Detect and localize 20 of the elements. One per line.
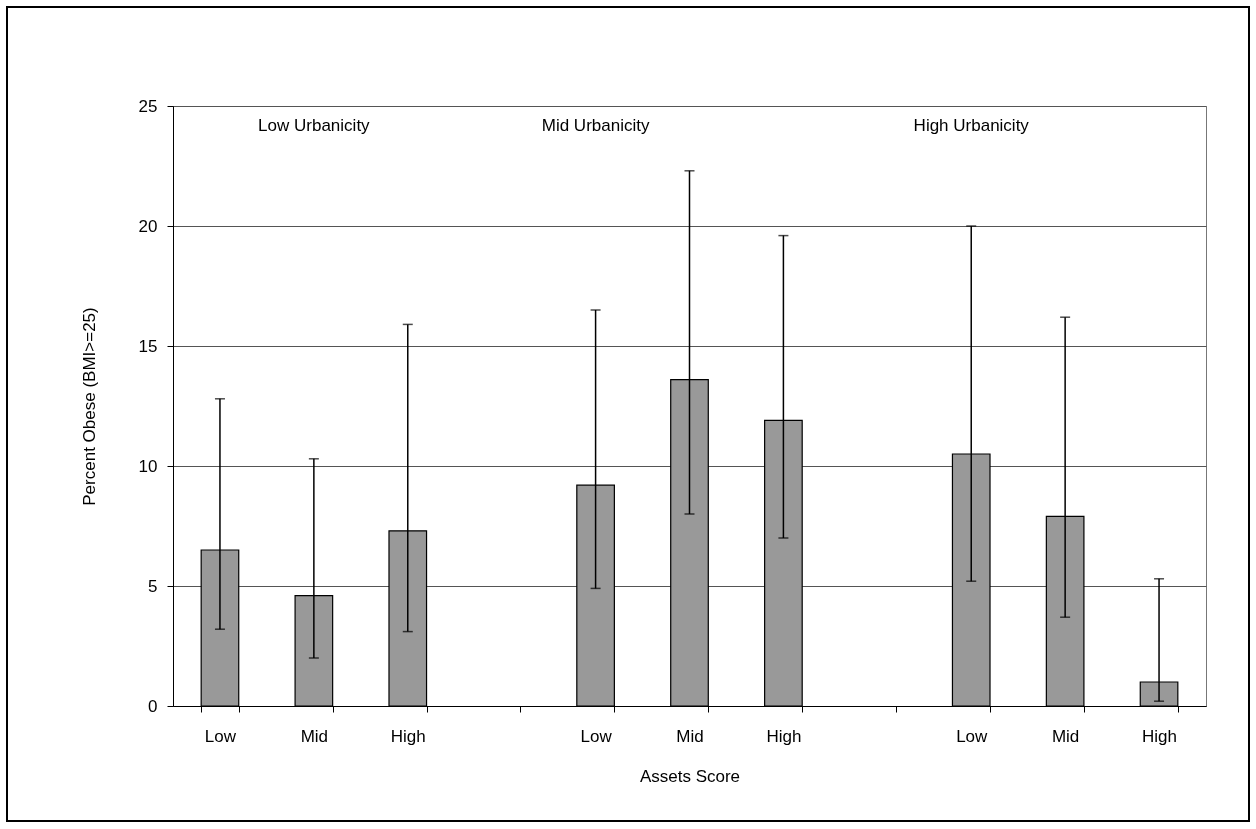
y-tick-label: 20	[138, 216, 158, 236]
x-tick-label: Low	[580, 726, 613, 746]
x-tick-label: High	[1142, 726, 1178, 746]
x-tick-label: High	[766, 726, 802, 746]
y-axis-title: Percent Obese (BMI>=25)	[79, 307, 99, 506]
x-axis-title: Assets Score	[639, 766, 741, 786]
annotation: Low Urbanicity	[258, 116, 371, 135]
annotation: High Urbanicity	[913, 116, 1030, 135]
x-tick-label: Mid	[676, 726, 704, 746]
x-tick-label: High	[390, 726, 426, 746]
y-tick-label: 0	[148, 696, 158, 716]
x-tick-label: Mid	[1051, 726, 1080, 746]
y-tick-label: 5	[148, 576, 158, 596]
y-tick-label: 15	[138, 336, 158, 356]
y-tick-label: 25	[138, 96, 158, 116]
y-tick-label: 10	[138, 456, 158, 476]
x-tick-label: Low	[204, 726, 237, 746]
x-tick-label: Mid	[300, 726, 329, 746]
annotation: Mid Urbanicity	[541, 116, 650, 135]
x-tick-label: Low	[956, 726, 989, 746]
